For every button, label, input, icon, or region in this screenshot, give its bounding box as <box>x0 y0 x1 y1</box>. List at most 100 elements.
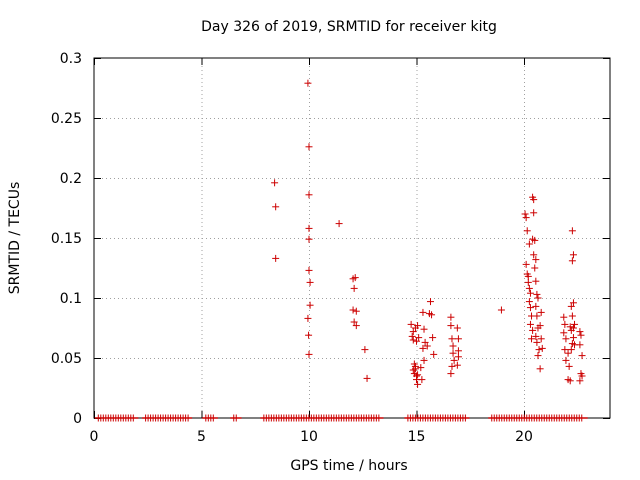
data-point <box>350 284 358 292</box>
data-point <box>414 380 422 388</box>
y-tick-label: 0.2 <box>60 171 82 187</box>
data-point <box>536 322 544 330</box>
y-tick-label: 0.15 <box>51 231 82 247</box>
data-point <box>562 356 570 364</box>
x-axis-label: GPS time / hours <box>290 458 407 474</box>
data-point <box>450 356 458 364</box>
data-point <box>306 278 314 286</box>
data-point <box>530 209 538 217</box>
data-point <box>430 350 438 358</box>
data-point <box>532 332 540 340</box>
data-point <box>409 336 417 344</box>
data-point <box>530 251 538 259</box>
data-point <box>569 334 577 342</box>
data-point <box>447 370 455 378</box>
data-point <box>529 326 537 334</box>
data-point <box>454 347 462 355</box>
data-point <box>565 362 573 370</box>
data-point <box>538 344 546 352</box>
data-point <box>335 220 343 228</box>
data-point <box>576 328 584 336</box>
data-point <box>566 377 574 385</box>
data-point <box>533 312 541 320</box>
y-tick-label: 0.05 <box>51 351 82 367</box>
data-point <box>532 256 540 264</box>
data-point <box>305 350 313 358</box>
data-point <box>448 335 456 343</box>
data-point <box>409 328 417 336</box>
y-tick-label: 0.25 <box>51 111 82 127</box>
data-point <box>525 284 533 292</box>
data-point <box>525 240 533 248</box>
x-tick-label: 5 <box>197 429 206 445</box>
data-point <box>350 318 358 326</box>
data-point <box>420 325 428 333</box>
data-point <box>528 335 536 343</box>
data-point <box>415 334 423 342</box>
zero-value-markers <box>94 414 588 422</box>
zero-value-segment <box>404 414 470 422</box>
data-point <box>561 320 569 328</box>
data-point <box>272 203 280 211</box>
y-axis-label: SRMTID / TECUs <box>7 182 23 295</box>
data-point <box>566 323 574 331</box>
x-tick-label: 15 <box>408 429 426 445</box>
x-tick-labels: 0 5 10 15 20 <box>90 429 533 445</box>
data-point <box>414 371 422 379</box>
zero-value-segment <box>260 414 384 422</box>
data-point <box>521 210 529 218</box>
data-point <box>428 311 436 319</box>
data-point <box>526 320 534 328</box>
data-point <box>536 365 544 373</box>
data-point <box>524 278 532 286</box>
data-point <box>577 331 585 339</box>
data-point <box>564 349 572 357</box>
data-point <box>413 337 420 345</box>
data-point <box>305 191 313 199</box>
data-point <box>305 224 313 232</box>
data-point <box>578 352 586 360</box>
data-point <box>305 235 313 243</box>
data-point <box>449 342 457 350</box>
data-point <box>421 338 429 346</box>
data-point <box>569 251 577 259</box>
data-point <box>569 299 577 307</box>
x-tick-label: 0 <box>90 429 99 445</box>
y-tick-labels: 0 0.05 0.1 0.15 0.2 0.25 0.3 <box>51 51 82 427</box>
data-point <box>429 334 437 342</box>
data-point <box>568 312 576 320</box>
zero-value-segment <box>488 414 588 422</box>
data-point <box>426 298 434 306</box>
data-point <box>419 308 427 316</box>
data-point <box>414 322 422 330</box>
data-point <box>561 346 569 354</box>
x-tick-label: 20 <box>515 429 533 445</box>
data-point <box>305 331 313 339</box>
data-point <box>418 376 426 384</box>
data-point <box>423 342 431 350</box>
data-point <box>537 335 545 343</box>
zero-value-segment <box>94 414 139 422</box>
data-point <box>578 372 586 380</box>
data-point <box>361 346 369 354</box>
data-point <box>567 326 575 334</box>
data-point <box>272 254 280 262</box>
data-point <box>453 324 461 332</box>
data-point <box>525 298 533 306</box>
data-point <box>568 227 576 235</box>
data-points <box>271 79 586 388</box>
data-point <box>532 277 540 285</box>
data-point <box>407 320 415 328</box>
data-point <box>576 341 584 349</box>
data-point <box>447 322 455 330</box>
data-point <box>352 322 360 330</box>
data-point <box>571 320 579 328</box>
data-point <box>497 306 505 314</box>
data-point <box>449 349 457 357</box>
data-point <box>454 335 462 343</box>
x-tick-label: 10 <box>300 429 318 445</box>
data-point <box>560 313 568 321</box>
data-point <box>306 301 314 309</box>
data-point <box>523 227 531 235</box>
